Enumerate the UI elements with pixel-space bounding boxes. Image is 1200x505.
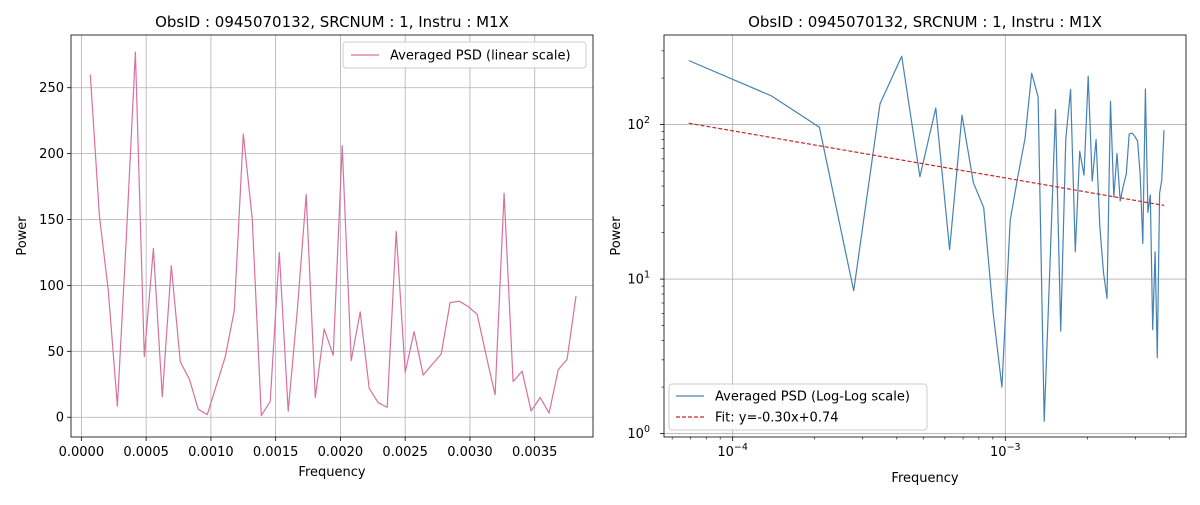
x-tick-label: 0.0010 [188,445,234,460]
legend-label: Averaged PSD (Log-Log scale) [715,390,910,405]
x-tick-label: 0.0015 [253,445,299,460]
legend: Averaged PSD (linear scale) [342,41,587,69]
y-tick-label: 0 [56,411,64,426]
x-axis-label: Frequency [891,471,958,486]
legend-label: Fit: y=-0.30x+0.74 [715,411,839,426]
chart-title: ObsID : 0945070132, SRCNUM : 1, Instru :… [748,13,1102,31]
linear-psd-chart: 0.0000 0.0005 0.0010 0.0015 0.0020 0.0025 0.00… [15,13,594,480]
y-tick-label: 200 [39,147,64,162]
y-axis-label: Power [15,216,30,256]
legend-label: Averaged PSD (linear scale) [390,49,571,64]
x-tick-label: 0.0025 [382,445,428,460]
series-line [89,51,577,417]
series-line [688,122,1165,206]
y-tick-label: 250 [39,81,64,96]
y-axis-label: Power [609,216,624,256]
x-tick-label: 0.0020 [318,445,364,460]
x-axis-label: Frequency [298,465,365,480]
legend: Averaged PSD (Log-Log scale) Fit: y=-0.3… [668,383,928,431]
y-tick-label: 150 [39,213,64,228]
series-line [688,55,1165,422]
x-tick-label: 0.0000 [59,445,105,460]
x-tick-label: 0.0005 [123,445,169,460]
x-tick-label: 0.0035 [512,445,558,460]
y-tick-label: 100 [39,279,64,294]
y-tick-label: 50 [47,345,64,360]
x-tick-label: 0.0030 [447,445,493,460]
chart-title: ObsID : 0945070132, SRCNUM : 1, Instru :… [155,13,509,31]
